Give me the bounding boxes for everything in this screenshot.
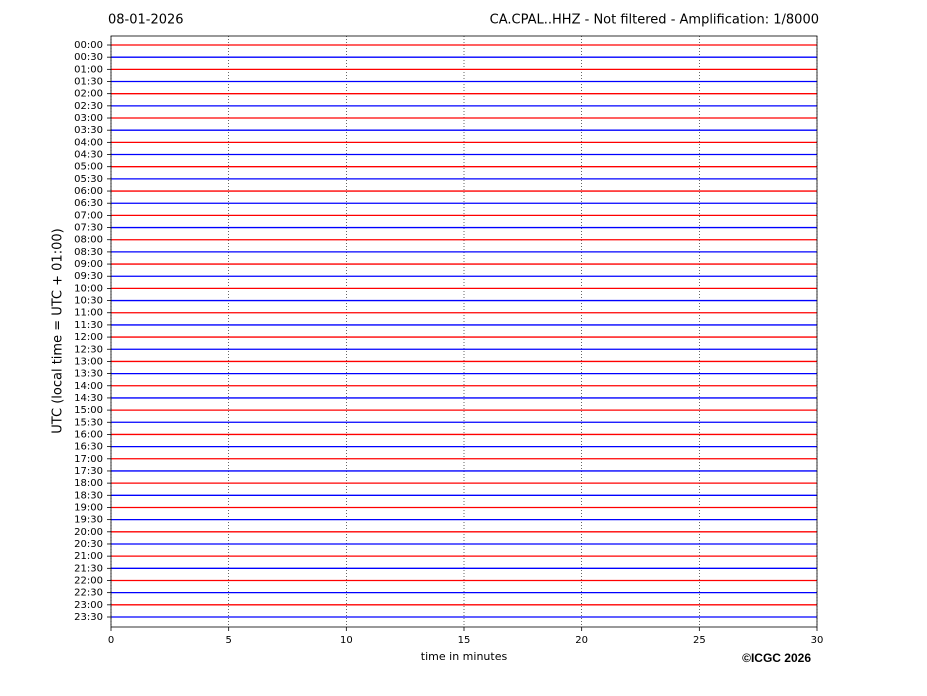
y-tick-label: 23:30: [74, 612, 103, 623]
y-tick-label: 14:00: [74, 381, 103, 392]
y-tick-label: 22:30: [74, 588, 103, 599]
y-tick-label: 07:30: [74, 223, 103, 234]
y-tick-label: 10:30: [74, 296, 103, 307]
y-tick-label: 20:00: [74, 527, 103, 538]
y-tick-label: 18:30: [74, 490, 103, 501]
y-tick-label: 04:30: [74, 150, 103, 161]
y-tick-label: 11:00: [74, 308, 103, 319]
y-tick-label: 01:30: [74, 77, 103, 88]
y-tick-label: 20:30: [74, 539, 103, 550]
y-tick-label: 08:00: [74, 235, 103, 246]
y-tick-label: 01:00: [74, 64, 103, 75]
y-tick-label: 17:00: [74, 454, 103, 465]
plot-frame: [110, 35, 818, 628]
y-tick-label: 13:30: [74, 369, 103, 380]
y-tick-label: 22:00: [74, 575, 103, 586]
y-tick-label: 04:00: [74, 137, 103, 148]
chart-title: 08-01-2026: [108, 13, 184, 28]
x-tick-label: 30: [811, 635, 824, 646]
y-tick-label: 10:00: [74, 283, 103, 294]
y-tick-label: 18:00: [74, 478, 103, 489]
y-tick-label: 15:30: [74, 417, 103, 428]
y-tick-label: 06:00: [74, 186, 103, 197]
y-axis-label: UTC (local time = UTC + 01:00): [51, 228, 66, 433]
y-tick-label: 14:30: [74, 393, 103, 404]
y-tick-label: 09:30: [74, 271, 103, 282]
y-tick-label: 03:30: [74, 125, 103, 136]
y-tick-label: 23:00: [74, 600, 103, 611]
y-tick-label: 12:00: [74, 332, 103, 343]
x-tick-label: 25: [693, 635, 706, 646]
y-tick-label: 08:30: [74, 247, 103, 258]
y-tick-label: 02:30: [74, 101, 103, 112]
y-tick-label: 16:30: [74, 442, 103, 453]
x-tick-label: 15: [458, 635, 471, 646]
y-tick-label: 00:30: [74, 52, 103, 63]
y-tick-label: 12:30: [74, 344, 103, 355]
x-tick-label: 0: [108, 635, 114, 646]
y-tick-label: 05:30: [74, 174, 103, 185]
y-tick-label: 16:00: [74, 429, 103, 440]
y-tick-label: 11:30: [74, 320, 103, 331]
y-tick-label: 15:00: [74, 405, 103, 416]
y-tick-label: 19:30: [74, 515, 103, 526]
y-tick-label: 17:30: [74, 466, 103, 477]
y-tick-label: 21:00: [74, 551, 103, 562]
y-tick-label: 07:00: [74, 210, 103, 221]
y-tick-label: 19:00: [74, 502, 103, 513]
x-axis-label: time in minutes: [421, 650, 508, 663]
y-tick-label: 06:30: [74, 198, 103, 209]
y-tick-label: 09:00: [74, 259, 103, 270]
y-tick-label: 13:00: [74, 356, 103, 367]
y-tick-label: 05:00: [74, 162, 103, 173]
y-tick-label: 21:30: [74, 563, 103, 574]
y-tick-label: 00:00: [74, 40, 103, 51]
y-tick-label: 03:00: [74, 113, 103, 124]
chart-subtitle: CA.CPAL..HHZ - Not filtered - Amplificat…: [490, 13, 819, 28]
x-tick-label: 10: [340, 635, 353, 646]
x-tick-label: 5: [225, 635, 231, 646]
y-tick-label: 02:00: [74, 89, 103, 100]
credit: ©ICGC 2026: [742, 651, 811, 665]
x-tick-label: 20: [575, 635, 588, 646]
